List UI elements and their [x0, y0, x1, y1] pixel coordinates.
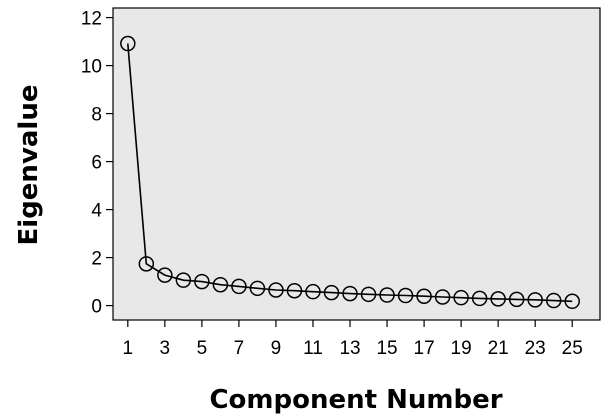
data-point-marker [379, 287, 395, 303]
y-axis-title: Eigenvalue [14, 85, 44, 246]
x-tick-label: 13 [339, 338, 360, 359]
y-tick-label: 12 [81, 9, 102, 30]
data-point-marker [564, 293, 580, 310]
x-axis-title: Component Number [209, 385, 502, 415]
data-point-marker [212, 276, 229, 293]
data-point-marker [508, 291, 525, 308]
data-point-marker [157, 267, 173, 283]
data-point-marker [194, 273, 210, 290]
data-point-marker [268, 282, 284, 298]
y-tick-label: 8 [91, 105, 102, 126]
x-axis: 1 3 5 7 9 11 13 15 17 19 21 23 25 [123, 320, 583, 359]
data-point-marker [397, 287, 414, 304]
data-point-marker [471, 290, 488, 307]
data-point-marker [453, 289, 469, 306]
y-tick-label: 6 [91, 153, 102, 174]
x-tick-label: 21 [488, 338, 509, 359]
x-tick-label: 25 [562, 338, 583, 359]
x-tick-label: 9 [271, 338, 282, 359]
data-point-marker [342, 285, 358, 302]
data-point-marker [490, 291, 506, 307]
data-point-marker [305, 283, 321, 300]
x-tick-label: 15 [376, 338, 397, 359]
data-point-marker [286, 282, 303, 299]
x-tick-label: 23 [525, 338, 546, 359]
data-point-marker [416, 288, 432, 304]
data-point-marker [231, 278, 247, 295]
x-tick-label: 17 [414, 338, 435, 359]
y-tick-label: 10 [81, 57, 102, 78]
data-point-marker [434, 289, 451, 305]
plot-area [112, 7, 601, 321]
series-line [127, 43, 573, 303]
data-point-marker [527, 292, 543, 308]
data-point-marker [120, 35, 136, 52]
data-point-marker [323, 284, 340, 301]
data-point-marker [545, 292, 562, 309]
y-tick-label: 4 [91, 201, 102, 222]
data-point-marker [175, 272, 192, 288]
x-tick-label: 1 [123, 338, 134, 359]
series-markers [120, 35, 580, 310]
x-tick-label: 19 [451, 338, 472, 359]
x-tick-label: 3 [160, 338, 171, 359]
y-axis: 0 2 4 6 8 10 12 [81, 9, 113, 318]
y-tick-label: 0 [91, 297, 102, 318]
x-tick-label: 7 [234, 338, 245, 359]
x-tick-label: 11 [303, 338, 323, 359]
y-tick-label: 2 [91, 249, 102, 270]
x-tick-label: 5 [197, 338, 208, 359]
data-point-marker [360, 286, 377, 303]
data-point-marker [138, 256, 155, 272]
data-point-marker [249, 280, 266, 297]
